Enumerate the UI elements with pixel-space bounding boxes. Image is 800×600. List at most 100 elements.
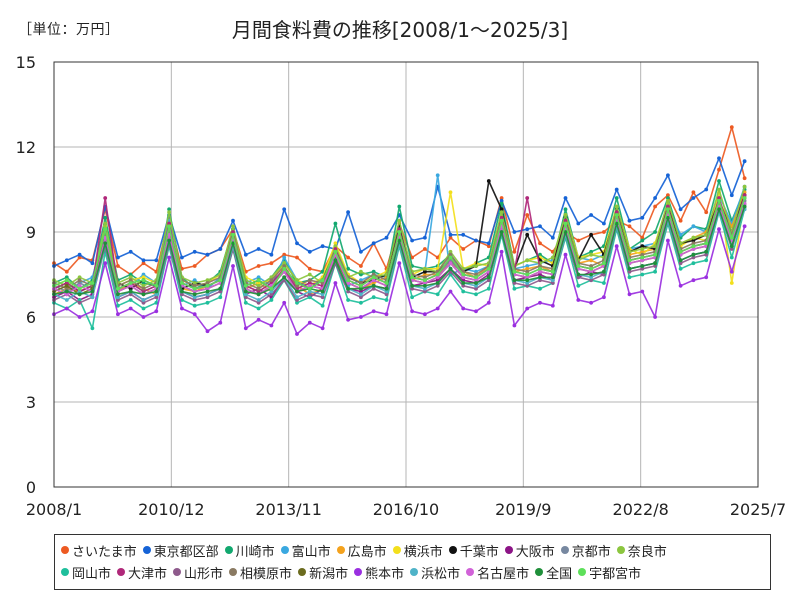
data-point [499, 198, 504, 203]
data-point [627, 258, 632, 263]
data-point [640, 266, 645, 271]
data-point [653, 269, 657, 274]
data-point [243, 295, 248, 300]
data-point [256, 292, 261, 297]
y-tick-label: 12 [16, 138, 36, 157]
data-point [486, 286, 491, 291]
data-point [666, 196, 670, 200]
data-point [77, 255, 82, 260]
legend-label: 相模原市 [240, 566, 293, 582]
legend-item: 千葉市 [448, 541, 499, 560]
data-point [525, 281, 530, 285]
data-point [602, 230, 606, 234]
data-point [525, 258, 530, 263]
data-point [90, 309, 95, 314]
y-tick-label: 0 [26, 478, 36, 497]
data-point [512, 323, 517, 328]
data-point [653, 196, 657, 200]
data-point [154, 258, 159, 263]
data-point [576, 264, 581, 268]
data-point [371, 281, 376, 285]
data-point [77, 300, 82, 305]
data-point [474, 264, 478, 268]
data-point [691, 224, 696, 229]
data-point [359, 272, 363, 277]
data-point [218, 278, 223, 283]
data-point [423, 312, 427, 317]
x-tick-label: 2010/12 [138, 500, 204, 519]
data-point [435, 306, 440, 311]
data-point [512, 278, 517, 283]
data-point [371, 275, 376, 280]
x-tick-label: 2008/1 [26, 500, 82, 519]
data-point [729, 269, 734, 274]
data-point [729, 125, 734, 130]
data-point [448, 235, 453, 240]
data-point [602, 221, 606, 226]
data-point [474, 272, 478, 277]
legend-label: 浜松市 [421, 566, 461, 582]
data-point [77, 275, 82, 280]
data-point [384, 289, 389, 294]
data-point [307, 283, 312, 288]
data-point [448, 249, 453, 254]
data-point [192, 295, 197, 300]
data-point [295, 300, 299, 305]
data-point [678, 207, 683, 212]
legend-marker [466, 568, 475, 576]
data-point [423, 286, 427, 291]
data-point [371, 272, 376, 277]
data-point [295, 289, 299, 294]
data-point [640, 249, 645, 254]
data-point [154, 300, 159, 305]
data-point [167, 221, 172, 226]
data-point [269, 278, 274, 283]
data-point [320, 326, 325, 331]
data-point [653, 261, 657, 266]
data-point [538, 264, 542, 268]
data-point [499, 249, 504, 254]
data-point [154, 283, 159, 288]
legend-item: 熊本市 [354, 563, 404, 582]
data-point [64, 275, 69, 280]
data-point [128, 283, 133, 288]
x-tick-label: 2019/9 [495, 500, 551, 519]
data-point [295, 298, 299, 302]
data-point [333, 247, 338, 251]
data-point [333, 249, 338, 254]
data-point [691, 261, 696, 266]
data-point [90, 281, 95, 285]
data-point [627, 275, 632, 280]
data-point [423, 289, 427, 294]
data-point [269, 292, 274, 297]
legend-marker [560, 546, 569, 554]
data-point [359, 269, 363, 274]
data-point [243, 283, 248, 288]
data-point [397, 238, 402, 243]
data-point [512, 281, 517, 285]
data-point [116, 303, 120, 308]
data-point [154, 292, 159, 297]
data-point [614, 213, 619, 217]
data-point [666, 193, 670, 198]
data-point [614, 196, 619, 200]
legend-item: 名古屋市 [466, 563, 529, 582]
data-point [666, 215, 670, 220]
data-point [589, 266, 593, 271]
data-point [128, 272, 133, 277]
data-point [192, 292, 197, 297]
legend-label: 奈良市 [627, 544, 667, 560]
data-point [589, 252, 593, 257]
data-point [269, 289, 274, 294]
data-point [192, 264, 197, 268]
x-tick-label: 2016/10 [373, 500, 439, 519]
data-point [64, 269, 69, 274]
data-point [141, 289, 146, 294]
data-point [384, 312, 389, 317]
data-point [346, 281, 350, 285]
data-point [486, 244, 491, 249]
data-point [742, 204, 747, 209]
y-tick-label: 15 [16, 53, 36, 72]
legend-label: 川崎市 [235, 544, 275, 560]
data-point [550, 303, 555, 308]
